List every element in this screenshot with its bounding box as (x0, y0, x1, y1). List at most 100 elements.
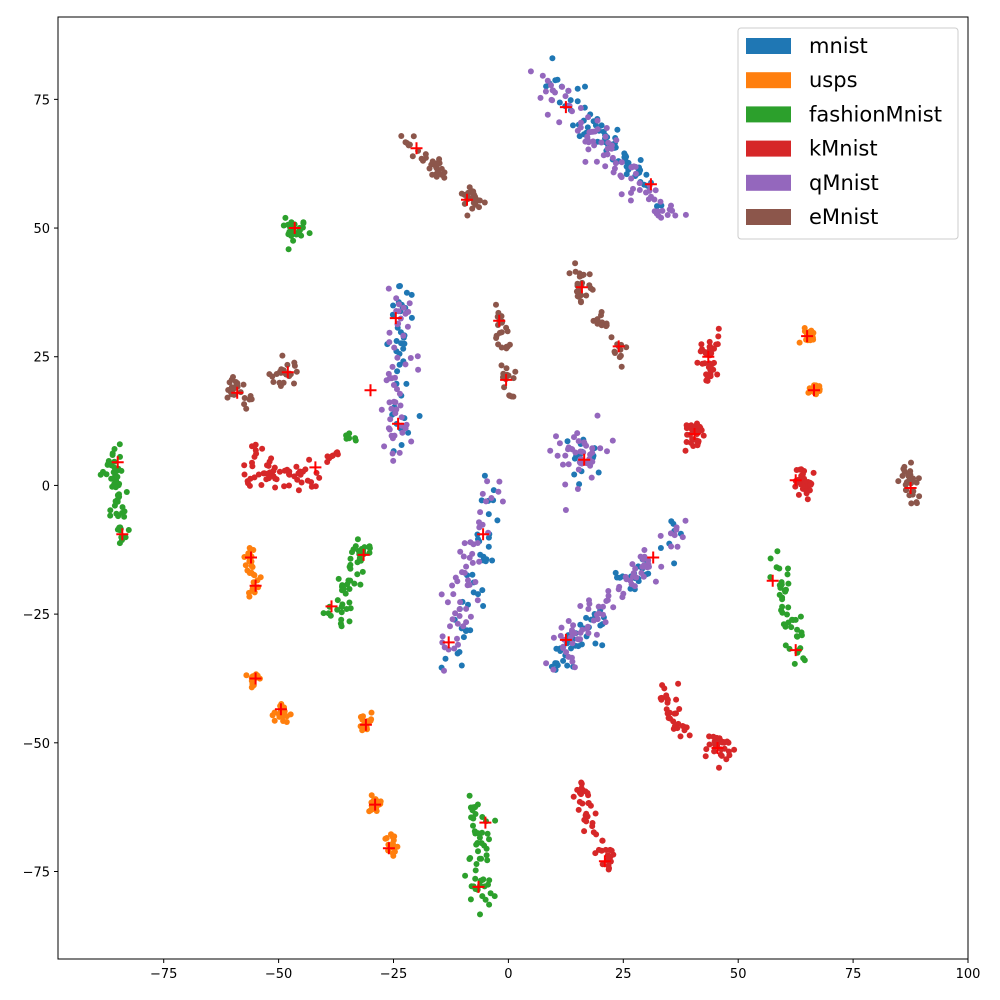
data-point-qMnist (439, 639, 446, 646)
data-point-qMnist (593, 631, 600, 638)
data-point-fashionMnist (470, 822, 476, 829)
data-point-fashionMnist (484, 857, 491, 864)
data-point-kMnist (803, 490, 810, 497)
data-point-mnist (567, 97, 574, 104)
data-point-eMnist (232, 379, 239, 385)
centroid-marker (231, 386, 244, 399)
data-point-qMnist (586, 129, 593, 136)
data-point-mnist (654, 203, 660, 210)
data-point-qMnist (407, 355, 414, 361)
plot-frame (57, 16, 969, 960)
data-point-eMnist (277, 368, 283, 375)
x-tick-label: 25 (615, 967, 632, 982)
data-point-eMnist (503, 345, 510, 352)
data-point-qMnist (400, 304, 407, 311)
legend-label-kMnist: kMnist (809, 137, 878, 161)
data-point-eMnist (464, 212, 471, 219)
data-point-fashionMnist (346, 618, 353, 625)
data-point-qMnist (483, 498, 489, 505)
data-point-fashionMnist (123, 489, 130, 495)
data-point-qMnist (393, 295, 400, 302)
data-point-fashionMnist (472, 875, 479, 882)
data-point-fashionMnist (472, 811, 479, 817)
data-point-kMnist (268, 455, 275, 462)
data-point-qMnist (577, 629, 584, 636)
data-point-qMnist (664, 212, 671, 218)
data-point-qMnist (612, 160, 619, 167)
data-point-fashionMnist (491, 893, 498, 900)
data-point-kMnist (584, 790, 591, 796)
data-point-qMnist (673, 526, 680, 533)
centroid-marker (559, 101, 572, 114)
data-point-fashionMnist (785, 619, 792, 626)
data-point-mnist (623, 171, 630, 178)
data-point-eMnist (504, 328, 511, 335)
data-point-qMnist (669, 207, 676, 214)
data-point-fashionMnist (340, 586, 347, 592)
data-point-fashionMnist (479, 814, 486, 820)
data-point-usps (269, 712, 276, 719)
data-point-usps (368, 792, 375, 799)
data-point-qMnist (408, 438, 415, 445)
data-point-mnist (485, 543, 492, 550)
data-point-fashionMnist (347, 565, 354, 572)
data-point-eMnist (429, 171, 436, 178)
centroid-marker (249, 672, 262, 685)
data-point-eMnist (426, 165, 433, 172)
data-point-mnist (394, 368, 401, 375)
data-point-qMnist (562, 481, 569, 488)
data-point-usps (271, 717, 278, 724)
data-point-mnist (396, 283, 403, 290)
data-point-usps (801, 325, 808, 331)
data-point-qMnist (381, 443, 388, 450)
centroid-marker (274, 703, 287, 716)
data-point-qMnist (658, 563, 665, 570)
data-point-mnist (568, 645, 574, 652)
data-point-qMnist (445, 646, 452, 653)
data-point-mnist (549, 55, 556, 62)
data-point-qMnist (576, 636, 583, 643)
data-point-qMnist (451, 645, 458, 652)
y-tick-label: 75 (33, 93, 50, 108)
data-point-fashionMnist (112, 498, 119, 505)
centroid-marker (357, 548, 370, 561)
data-point-fashionMnist (118, 467, 125, 474)
data-point-fashionMnist (785, 604, 792, 611)
data-point-fashionMnist (97, 471, 104, 478)
data-point-qMnist (604, 151, 611, 158)
data-point-fashionMnist (346, 586, 353, 592)
data-point-qMnist (577, 124, 584, 131)
data-point-eMnist (248, 396, 255, 403)
x-tick-label: −75 (150, 967, 177, 982)
data-point-eMnist (913, 499, 920, 506)
data-point-qMnist (620, 590, 627, 597)
data-point-qMnist (474, 597, 481, 604)
data-point-eMnist (575, 293, 582, 300)
data-point-mnist (456, 649, 463, 655)
data-point-qMnist (388, 405, 395, 412)
data-point-fashionMnist (352, 437, 359, 444)
data-point-qMnist (605, 588, 612, 594)
data-point-kMnist (272, 484, 279, 491)
data-point-kMnist (589, 823, 596, 830)
data-point-qMnist (467, 613, 474, 620)
data-point-fashionMnist (476, 834, 483, 841)
data-point-fashionMnist (354, 559, 361, 566)
data-point-fashionMnist (285, 221, 291, 228)
y-tick-label: 25 (33, 351, 50, 366)
data-point-fashionMnist (109, 483, 116, 490)
centroid-marker (392, 417, 405, 430)
data-point-eMnist (572, 260, 579, 267)
data-point-kMnist (682, 447, 689, 454)
data-point-kMnist (698, 341, 705, 348)
data-point-qMnist (652, 187, 659, 194)
data-point-qMnist (657, 198, 664, 205)
data-point-eMnist (470, 189, 477, 196)
data-point-kMnist (793, 467, 800, 473)
data-point-qMnist (610, 169, 617, 176)
data-point-fashionMnist (781, 587, 788, 594)
data-point-qMnist (386, 339, 393, 346)
data-point-fashionMnist (492, 817, 499, 824)
centroid-marker (245, 551, 257, 564)
data-point-fashionMnist (357, 581, 364, 588)
